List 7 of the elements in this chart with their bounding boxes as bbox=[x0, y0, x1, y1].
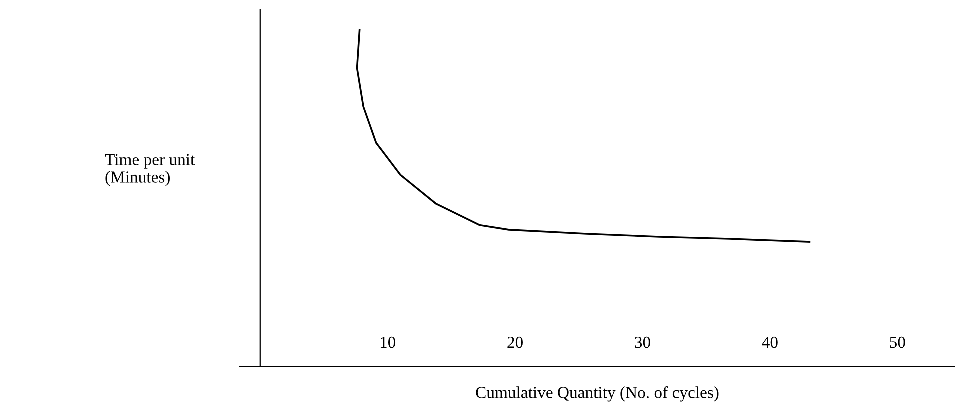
y-axis-title: Time per unit (Minutes) bbox=[105, 154, 196, 186]
x-axis-title: Cumulative Quantity (No. of cycles) bbox=[476, 386, 719, 402]
x-tick-label: 50 bbox=[890, 336, 906, 348]
x-tick-label: 30 bbox=[635, 336, 650, 348]
x-tick-label: 40 bbox=[762, 336, 778, 348]
x-tick-label: 10 bbox=[380, 336, 396, 348]
x-tick-label: 20 bbox=[508, 336, 523, 348]
